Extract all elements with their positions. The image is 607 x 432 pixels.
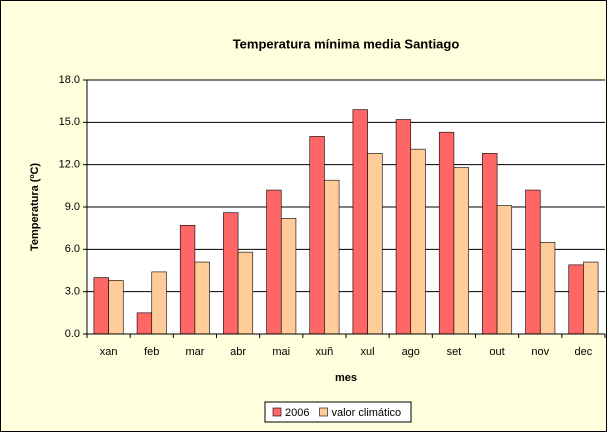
legend-label: 2006 xyxy=(285,407,309,419)
y-tick-label: 6.0 xyxy=(65,243,80,255)
bar xyxy=(266,189,282,335)
bar xyxy=(136,312,153,335)
x-tick-label: xul xyxy=(361,346,375,358)
x-tick-label: dec xyxy=(575,346,593,358)
bar xyxy=(324,179,340,335)
x-tick-label: xuñ xyxy=(316,346,334,358)
bar xyxy=(367,153,383,335)
bar xyxy=(179,225,196,335)
y-tick-label: 15.0 xyxy=(59,116,80,128)
bar xyxy=(410,148,426,335)
bar xyxy=(309,136,325,335)
y-tick-label: 18.0 xyxy=(59,74,80,86)
bar xyxy=(352,109,368,335)
y-tick-label: 12.0 xyxy=(59,159,80,171)
bar xyxy=(237,251,254,335)
x-tick-label: mai xyxy=(272,346,290,358)
legend-swatch xyxy=(272,407,282,417)
x-tick-label: nov xyxy=(531,346,549,358)
bar xyxy=(482,153,498,335)
legend-label: valor climático xyxy=(331,407,401,419)
x-tick-label: set xyxy=(447,346,462,358)
bar xyxy=(453,167,469,335)
bar xyxy=(151,271,167,335)
bar xyxy=(280,217,297,335)
legend-box xyxy=(264,401,412,423)
bar xyxy=(395,119,412,335)
bar xyxy=(525,189,541,335)
bar xyxy=(194,261,210,335)
bar xyxy=(568,264,584,335)
legend-swatch xyxy=(319,407,328,417)
bar xyxy=(223,212,239,335)
x-tick-label: xan xyxy=(100,346,118,358)
bar xyxy=(496,205,513,335)
x-axis-label: mes xyxy=(335,372,357,384)
bar xyxy=(108,280,124,335)
y-tick-label: 3.0 xyxy=(65,286,80,298)
x-tick-label: feb xyxy=(144,346,159,358)
x-tick-label: mar xyxy=(185,346,204,358)
bar xyxy=(438,131,455,335)
bar xyxy=(583,261,599,335)
chart-title: Temperatura mínima media Santiago xyxy=(233,36,460,51)
x-tick-label: ago xyxy=(402,346,420,358)
x-tick-label: abr xyxy=(230,346,246,358)
y-tick-label: 9.0 xyxy=(65,201,80,213)
x-tick-label: out xyxy=(489,346,504,358)
bar xyxy=(539,241,556,335)
y-axis-label: Temperatura (ºC) xyxy=(29,163,41,251)
y-tick-label: 0.0 xyxy=(65,328,80,340)
bar xyxy=(93,277,109,335)
